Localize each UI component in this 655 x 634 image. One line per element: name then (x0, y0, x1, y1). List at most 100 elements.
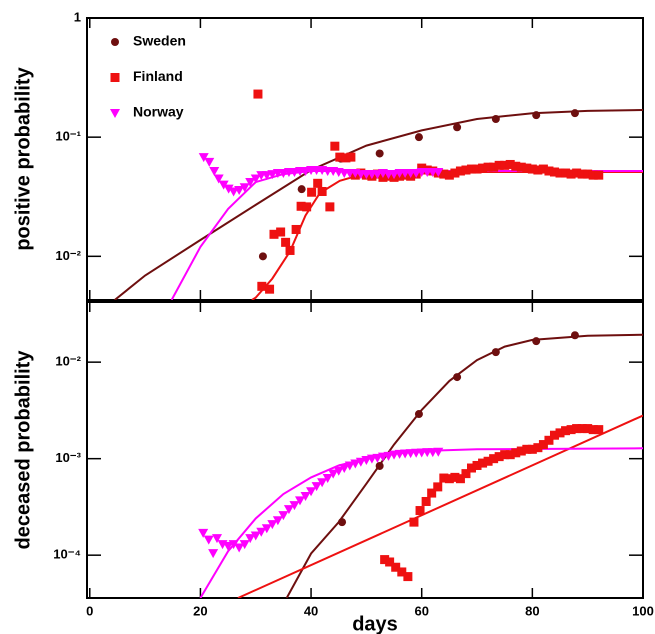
data-point (375, 461, 384, 470)
legend-marker (110, 109, 120, 118)
data-point (285, 245, 295, 255)
data-point (538, 440, 548, 450)
data-point (228, 187, 239, 197)
data-point (313, 178, 323, 188)
data-point (414, 133, 423, 142)
data-point (296, 201, 306, 211)
data-point (409, 517, 419, 527)
data-point (577, 424, 587, 434)
data-point (532, 337, 541, 346)
data-point (433, 447, 444, 457)
data-point (516, 162, 526, 172)
data-point (538, 164, 548, 174)
data-point (239, 540, 250, 550)
data-point (453, 123, 462, 132)
data-point (203, 535, 214, 545)
data-point (289, 501, 300, 511)
data-point (198, 528, 209, 538)
data-point (522, 163, 532, 173)
data-point (333, 466, 344, 476)
data-point (300, 492, 311, 502)
y-tick-label: 10⁻⁴ (53, 547, 81, 562)
x-tick-label: 80 (525, 603, 539, 618)
data-point (272, 516, 283, 526)
data-point (472, 164, 482, 174)
data-point (555, 168, 565, 178)
data-point (391, 562, 401, 572)
legend-label: Finland (133, 68, 183, 84)
data-point (427, 488, 437, 498)
data-point (594, 425, 604, 435)
data-point (346, 152, 356, 162)
fit-line (199, 447, 643, 598)
data-point (483, 456, 493, 466)
data-point (588, 170, 598, 180)
data-point (355, 457, 366, 467)
data-point (338, 518, 347, 527)
data-point (472, 460, 482, 470)
x-tick-label: 20 (193, 603, 207, 618)
data-point (330, 141, 340, 151)
data-point (403, 572, 413, 582)
data-point (339, 464, 350, 474)
data-point (478, 163, 488, 173)
data-point (561, 168, 571, 178)
data-point (566, 425, 576, 435)
data-point (421, 496, 431, 506)
data-point (283, 505, 294, 515)
data-point (533, 443, 543, 453)
data-point (269, 229, 279, 239)
data-point (380, 555, 390, 565)
y-axis-label: deceased probability (12, 350, 34, 550)
data-point (317, 186, 327, 196)
data-point (511, 448, 521, 458)
fit-line (170, 170, 643, 300)
data-point (291, 224, 301, 234)
legend-marker (111, 38, 119, 46)
data-point (455, 166, 465, 176)
data-point (491, 115, 500, 124)
data-point (223, 184, 234, 194)
data-point (532, 111, 541, 120)
data-point (461, 469, 471, 479)
data-point (234, 186, 245, 196)
data-point (234, 543, 245, 553)
data-point (494, 160, 504, 170)
data-point (572, 424, 582, 434)
data-point (257, 281, 267, 291)
data-point (245, 178, 256, 188)
data-point (583, 169, 593, 179)
data-point (549, 167, 559, 177)
data-point (281, 237, 291, 247)
data-point (527, 444, 537, 454)
y-tick-label: 1 (74, 9, 81, 24)
data-point (444, 170, 454, 180)
data-point (297, 185, 306, 194)
y-tick-label: 10⁻³ (55, 450, 81, 465)
data-point (549, 430, 559, 440)
data-point (483, 162, 493, 172)
x-tick-label: 40 (304, 603, 318, 618)
data-point (555, 428, 565, 438)
y-tick-label: 10⁻¹ (55, 129, 81, 144)
data-point (450, 472, 460, 482)
data-point (516, 446, 526, 456)
data-point (527, 164, 537, 174)
data-point (278, 511, 289, 521)
data-point (505, 450, 515, 460)
data-point (267, 520, 278, 530)
fit-line (237, 414, 643, 598)
data-point (583, 424, 593, 434)
data-point (385, 557, 395, 567)
data-point (461, 165, 471, 175)
data-point (198, 153, 209, 163)
legend-marker (110, 73, 120, 82)
data-point (276, 227, 286, 237)
data-point (375, 149, 384, 158)
plot-frame (86, 17, 644, 301)
data-point (439, 169, 449, 179)
data-point (218, 180, 229, 190)
data-point (433, 482, 443, 492)
y-axis-label: positive probability (12, 66, 34, 250)
data-point (261, 524, 272, 534)
